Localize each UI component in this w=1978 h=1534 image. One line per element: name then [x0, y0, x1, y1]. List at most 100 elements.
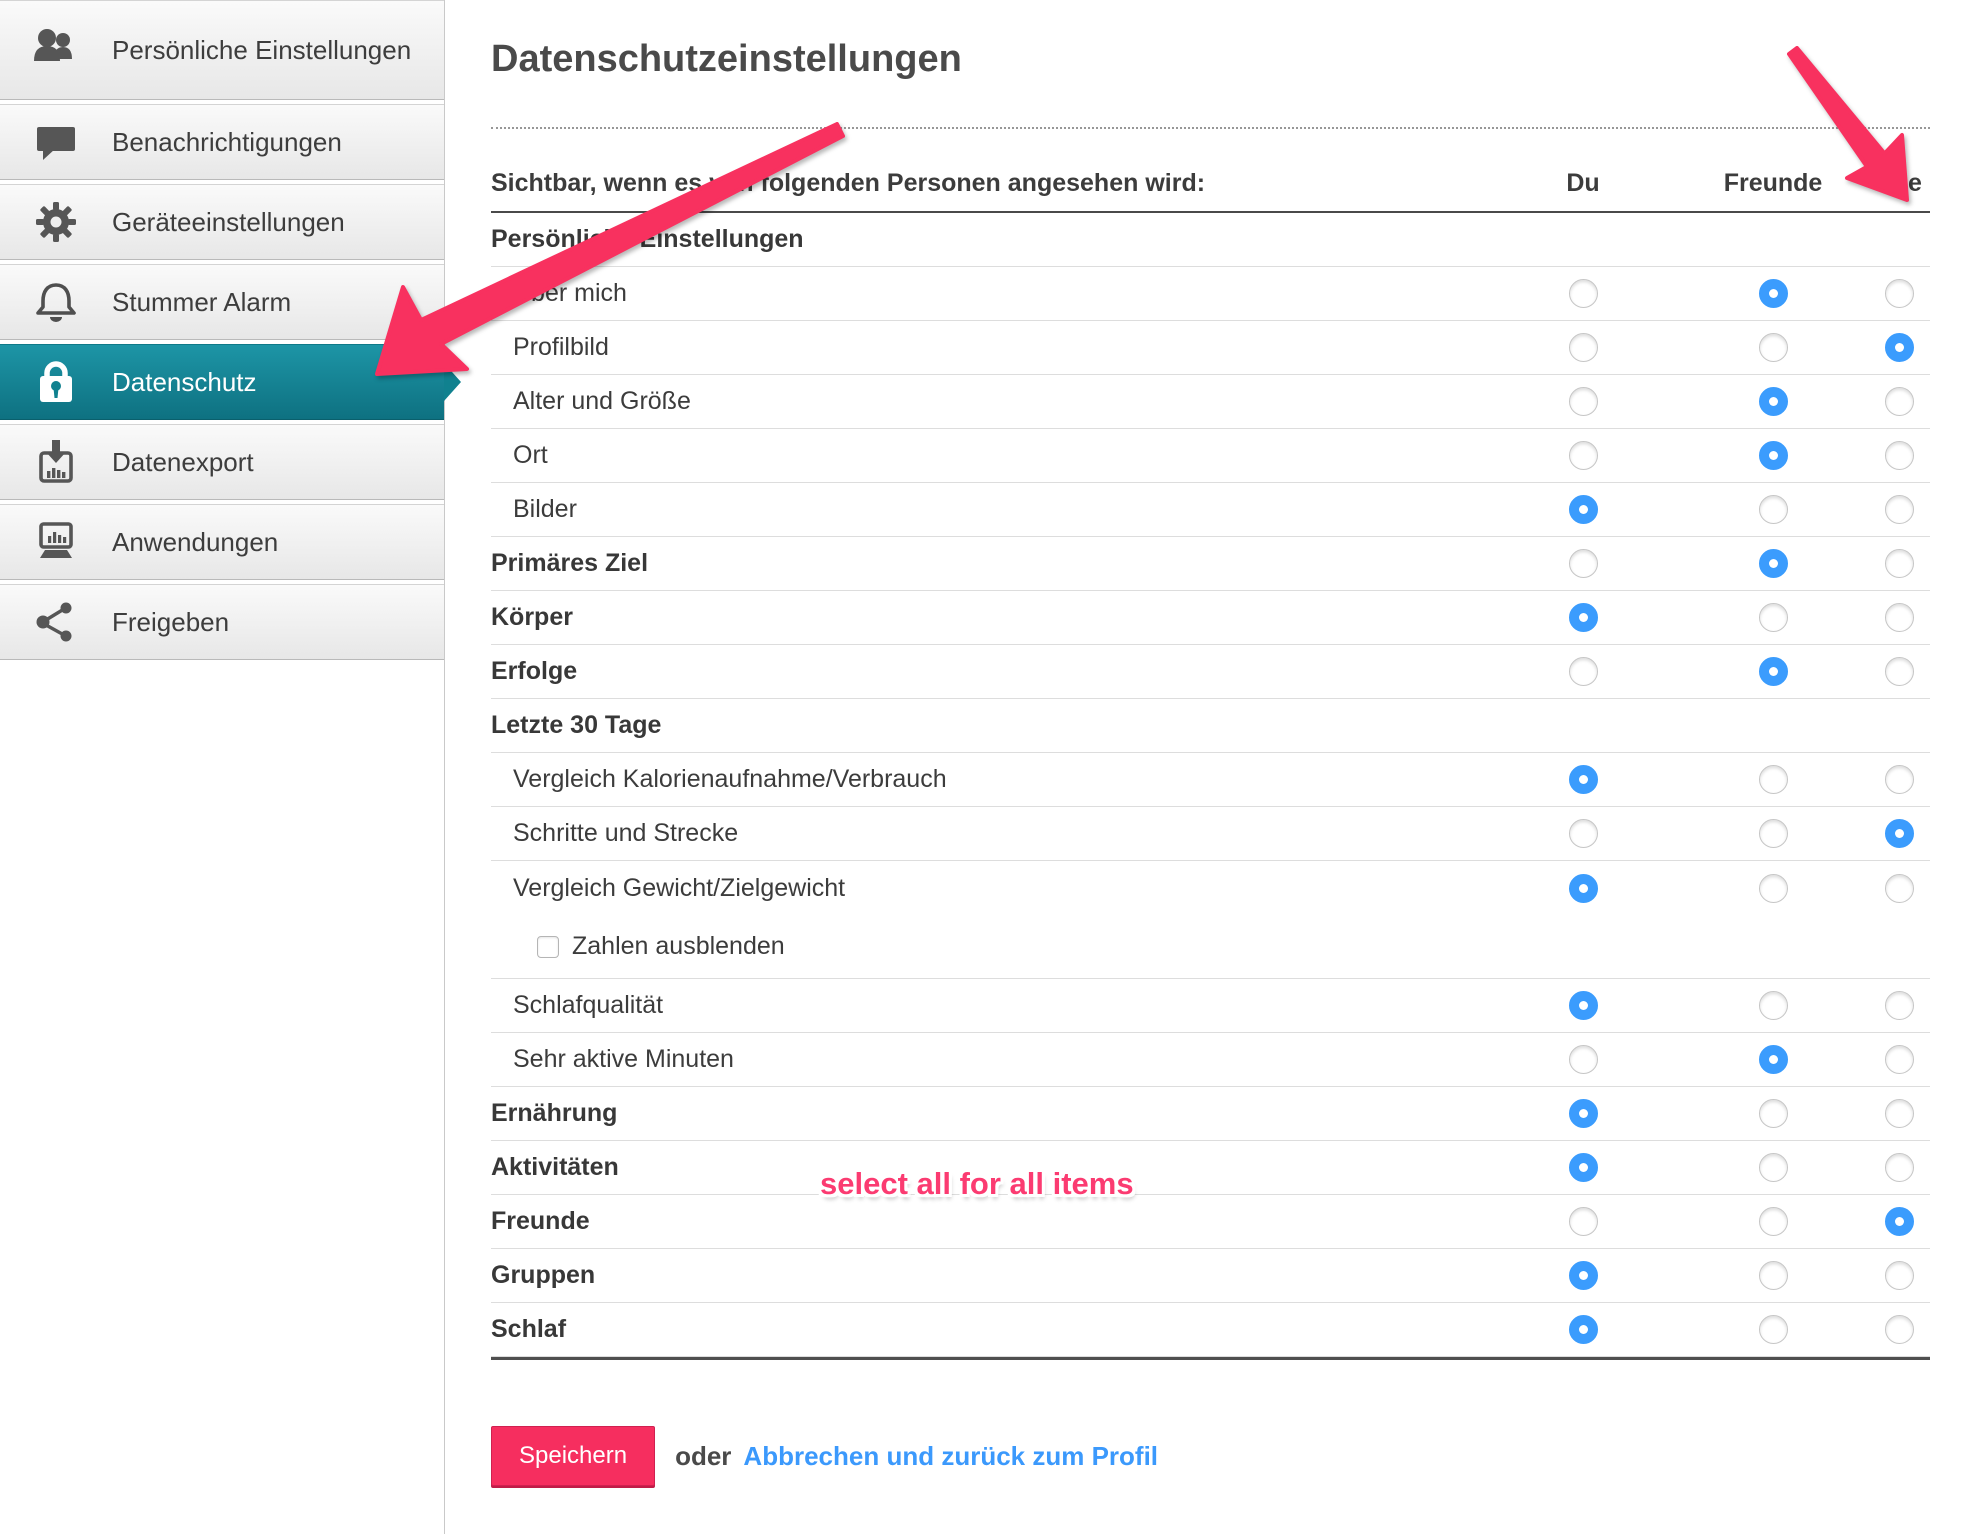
- radio-du[interactable]: [1568, 1153, 1598, 1182]
- radio-alle[interactable]: [1884, 819, 1914, 848]
- radio-cell: [1678, 603, 1868, 632]
- radio-cell: [1678, 1315, 1868, 1344]
- sidebar-item-anwendungen[interactable]: Anwendungen: [0, 504, 444, 580]
- table-row: Schlaf: [491, 1303, 1930, 1357]
- radio-cell: [1868, 333, 1930, 362]
- radio-freunde[interactable]: [1758, 1315, 1788, 1344]
- radio-cell: [1678, 819, 1868, 848]
- radio-alle[interactable]: [1884, 765, 1914, 794]
- settings-sidebar: Persönliche Einstellungen Benachrichtigu…: [0, 0, 461, 1534]
- radio-freunde[interactable]: [1758, 873, 1788, 903]
- radio-freunde[interactable]: [1758, 495, 1788, 524]
- cancel-and-back-to-profile-link[interactable]: Abbrechen und zurück zum Profil: [743, 1440, 1159, 1471]
- table-row: Schritte und Strecke: [491, 807, 1930, 861]
- sidebar-item-freigeben[interactable]: Freigeben: [0, 584, 444, 660]
- radio-du[interactable]: [1568, 441, 1598, 470]
- row-label: Erfolge: [491, 657, 578, 685]
- hide-numbers-checkbox[interactable]: [537, 935, 559, 958]
- radio-alle[interactable]: [1884, 495, 1914, 524]
- gear-icon: [0, 200, 112, 244]
- radio-du[interactable]: [1568, 603, 1598, 632]
- radio-cell: [1488, 1099, 1678, 1128]
- radio-cell: [1868, 873, 1930, 903]
- radio-cell: [1488, 603, 1678, 632]
- radio-freunde[interactable]: [1758, 1207, 1788, 1236]
- radio-du[interactable]: [1568, 333, 1598, 362]
- radio-alle[interactable]: [1884, 549, 1914, 578]
- radio-freunde[interactable]: [1758, 819, 1788, 848]
- table-row: Primäres Ziel: [491, 537, 1930, 591]
- radio-freunde[interactable]: [1758, 549, 1788, 578]
- save-button[interactable]: Speichern: [491, 1426, 656, 1486]
- sidebar-item-stummer-alarm[interactable]: Stummer Alarm: [0, 264, 444, 340]
- radio-alle[interactable]: [1884, 657, 1914, 686]
- radio-du[interactable]: [1568, 495, 1598, 524]
- row-label: Vergleich Gewicht/Zielgewicht: [513, 873, 846, 902]
- radio-freunde[interactable]: [1758, 1045, 1788, 1074]
- row-label: Schlafqualität: [513, 991, 664, 1019]
- radio-du[interactable]: [1568, 1315, 1598, 1344]
- radio-alle[interactable]: [1884, 1153, 1914, 1182]
- radio-alle[interactable]: [1884, 387, 1914, 416]
- table-row: Zahlen ausblenden: [491, 915, 1930, 979]
- radio-alle[interactable]: [1884, 1045, 1914, 1074]
- radio-du[interactable]: [1568, 1261, 1598, 1290]
- sidebar-item-label: Benachrichtigungen: [112, 126, 342, 157]
- radio-cell: [1488, 1261, 1678, 1290]
- radio-cell: [1868, 1315, 1930, 1344]
- radio-cell: [1678, 1207, 1868, 1236]
- table-row: Bilder: [491, 483, 1930, 537]
- radio-alle[interactable]: [1884, 279, 1914, 308]
- radio-du[interactable]: [1568, 1207, 1598, 1236]
- radio-freunde[interactable]: [1758, 1099, 1788, 1128]
- radio-du[interactable]: [1568, 279, 1598, 308]
- table-row: Profilbild: [491, 321, 1930, 375]
- radio-du[interactable]: [1568, 765, 1598, 794]
- radio-freunde[interactable]: [1758, 657, 1788, 686]
- sidebar-item-benachrichtigungen[interactable]: Benachrichtigungen: [0, 104, 444, 180]
- radio-freunde[interactable]: [1758, 1261, 1788, 1290]
- radio-du[interactable]: [1568, 657, 1598, 686]
- radio-cell: [1488, 1153, 1678, 1182]
- radio-cell: [1488, 873, 1678, 903]
- page-title: Datenschutzeinstellungen: [491, 38, 962, 80]
- radio-du[interactable]: [1568, 819, 1598, 848]
- radio-du[interactable]: [1568, 1045, 1598, 1074]
- radio-du[interactable]: [1568, 991, 1598, 1020]
- radio-freunde[interactable]: [1758, 603, 1788, 632]
- privacy-table-body: Persönliche Einstellungen Über mich Profil…: [491, 213, 1930, 1357]
- radio-freunde[interactable]: [1758, 279, 1788, 308]
- radio-freunde[interactable]: [1758, 387, 1788, 416]
- sidebar-item-label: Datenexport: [112, 446, 254, 477]
- radio-alle[interactable]: [1884, 333, 1914, 362]
- column-header-du: Du: [1566, 169, 1600, 197]
- radio-freunde[interactable]: [1758, 1153, 1788, 1182]
- sidebar-item-datenexport[interactable]: Datenexport: [0, 424, 444, 500]
- radio-cell: [1868, 495, 1930, 524]
- radio-alle[interactable]: [1884, 603, 1914, 632]
- radio-alle[interactable]: [1884, 1261, 1914, 1290]
- radio-alle[interactable]: [1884, 1099, 1914, 1128]
- sidebar-item-geraeteeinstellungen[interactable]: Geräteeinstellungen: [0, 184, 444, 260]
- row-label: Schritte und Strecke: [513, 819, 739, 847]
- radio-du[interactable]: [1568, 873, 1598, 903]
- column-header-alle: Alle: [1876, 169, 1922, 197]
- radio-cell: [1488, 333, 1678, 362]
- radio-alle[interactable]: [1884, 1315, 1914, 1344]
- sidebar-item-datenschutz[interactable]: Datenschutz: [0, 344, 461, 420]
- radio-freunde[interactable]: [1758, 991, 1788, 1020]
- radio-freunde[interactable]: [1758, 765, 1788, 794]
- lock-icon: [0, 358, 112, 406]
- radio-cell: [1678, 387, 1868, 416]
- radio-du[interactable]: [1568, 1099, 1598, 1128]
- radio-freunde[interactable]: [1758, 333, 1788, 362]
- radio-du[interactable]: [1568, 549, 1598, 578]
- radio-alle[interactable]: [1884, 441, 1914, 470]
- row-label: Ernährung: [491, 1099, 618, 1127]
- radio-alle[interactable]: [1884, 873, 1914, 903]
- radio-du[interactable]: [1568, 387, 1598, 416]
- sidebar-item-persoenliche-einstellungen[interactable]: Persönliche Einstellungen: [0, 0, 444, 100]
- radio-alle[interactable]: [1884, 991, 1914, 1020]
- radio-alle[interactable]: [1884, 1207, 1914, 1236]
- radio-freunde[interactable]: [1758, 441, 1788, 470]
